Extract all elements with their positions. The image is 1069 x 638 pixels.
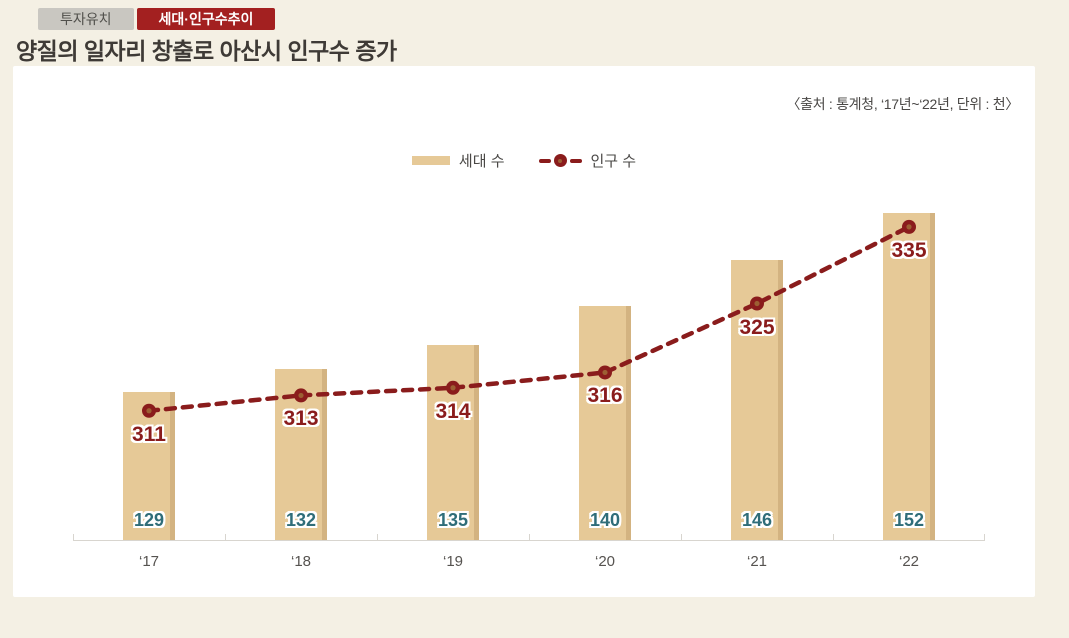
tab-bar: 투자유치 세대·인구수추이 <box>38 8 276 30</box>
x-tick <box>73 534 74 540</box>
line-marker-center <box>906 224 912 230</box>
x-tick <box>833 534 834 540</box>
x-tick-label: ‘20 <box>594 553 616 570</box>
x-tick-label: ‘19 <box>442 553 464 570</box>
legend-dash-icon <box>538 158 551 163</box>
population-value-label: 311 <box>132 423 166 446</box>
bar-value-label: 132 <box>285 510 317 530</box>
page-title: 양질의 일자리 창출로 아산시 인구수 증가 <box>16 38 397 64</box>
chart-plot: 129 311 ‘17 132 313 ‘18 135 314 ‘19 140 316 ‘20 146 3… <box>73 66 985 570</box>
x-tick-label: ‘21 <box>746 553 768 570</box>
legend: 세대 수 인구 수 <box>13 150 1035 171</box>
population-value-label: 325 <box>739 316 775 339</box>
legend-bar-swatch <box>411 156 450 165</box>
x-tick-label: ‘22 <box>898 553 920 570</box>
population-value-label: 316 <box>587 384 623 407</box>
x-tick <box>529 534 530 540</box>
x-tick-label: ‘17 <box>138 553 160 570</box>
bar-value-label: 135 <box>437 510 469 530</box>
x-tick <box>984 534 985 540</box>
bar <box>427 345 479 540</box>
tab-investment-label: 투자유치 <box>60 11 112 27</box>
x-tick <box>681 534 682 540</box>
tab-investment[interactable]: 투자유치 <box>38 8 134 30</box>
legend-line-swatch <box>538 154 582 167</box>
bar-value-label: 152 <box>893 510 925 530</box>
line-marker-center <box>602 369 608 376</box>
bar <box>579 306 631 540</box>
x-tick <box>377 534 378 540</box>
bar-value-label: 146 <box>741 510 773 530</box>
x-tick-label: ‘18 <box>290 553 312 570</box>
line-marker-center <box>450 385 456 391</box>
tab-household-population-trend-label: 세대·인구수추이 <box>158 11 254 27</box>
population-line <box>142 219 916 418</box>
legend-marker-icon <box>553 154 567 167</box>
tab-household-population-trend[interactable]: 세대·인구수추이 <box>136 8 276 30</box>
legend-dash-icon <box>569 158 582 163</box>
population-value-label: 314 <box>435 400 471 423</box>
bar <box>883 213 935 540</box>
chart-panel: 〈출처 : 통계청, ‘17년~‘22년, 단위 : 천〉 세대 수 인구 수 … <box>13 66 1035 597</box>
population-value-label: 313 <box>283 407 319 430</box>
line-marker-center <box>298 392 304 399</box>
source-note: 〈출처 : 통계청, ‘17년~‘22년, 단위 : 천〉 <box>786 96 1019 112</box>
x-tick <box>225 534 226 540</box>
legend-line-label: 인구 수 <box>590 153 637 170</box>
bar-value-label: 140 <box>589 510 621 530</box>
legend-bar-label: 세대 수 <box>458 153 505 170</box>
line-marker-center <box>146 408 152 414</box>
bar-value-label: 129 <box>133 510 165 530</box>
line-marker-center <box>754 300 760 307</box>
population-value-label: 335 <box>891 239 927 262</box>
